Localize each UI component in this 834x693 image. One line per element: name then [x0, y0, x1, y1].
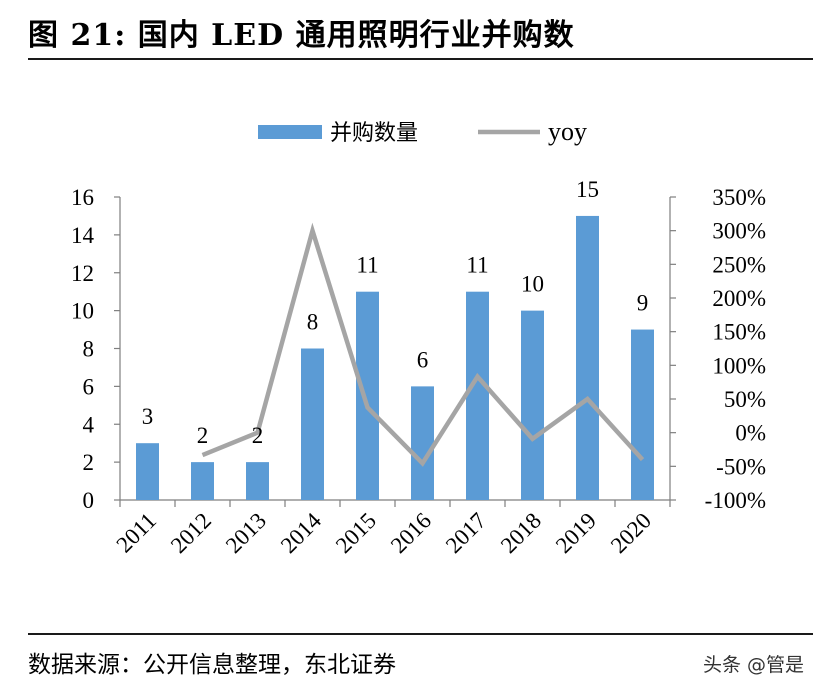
bar	[246, 462, 269, 500]
data-label: 9	[637, 291, 649, 316]
legend-label-line: yoy	[548, 117, 587, 146]
right-axis-tick-label: 50%	[724, 387, 766, 412]
data-label: 2	[252, 423, 264, 448]
source-note: 数据来源：公开信息整理，东北证券	[28, 652, 396, 678]
bar-series	[136, 215, 654, 500]
x-axis-tick-label: 2019	[551, 508, 601, 558]
legend: 并购数量 yoy	[258, 117, 587, 146]
legend-label-bar: 并购数量	[330, 121, 418, 146]
title-rule	[28, 58, 813, 60]
data-label: 11	[356, 253, 378, 278]
left-axis-tick-label: 6	[83, 374, 95, 399]
right-axis-tick-label: 350%	[712, 185, 766, 210]
right-axis-tick-label: 200%	[712, 286, 766, 311]
data-label: 15	[576, 177, 599, 202]
left-axis-tick-label: 12	[71, 261, 94, 286]
bar	[521, 310, 544, 500]
bar	[576, 215, 599, 500]
left-axis-tick-label: 10	[71, 299, 94, 324]
combo-chart: 并购数量 yoy 0 2 4 6 8 10 12 14 16 -100% -50% 0% 50% 100% 1…	[71, 117, 766, 559]
x-axis-tick-label: 2020	[606, 508, 656, 558]
x-axis-tick-label: 2017	[441, 508, 491, 558]
x-axis-tick-label: 2013	[221, 508, 271, 558]
legend-swatch-bar	[258, 125, 322, 139]
right-axis-tick-label: 250%	[712, 252, 766, 277]
bar	[356, 291, 379, 500]
right-axis-tick-label: 300%	[712, 219, 766, 244]
left-axis-tick-label: 2	[83, 450, 95, 475]
bar	[191, 462, 214, 500]
watermark: 头条 @管是	[703, 654, 805, 676]
data-label: 11	[466, 253, 488, 278]
left-axis-tick-label: 16	[71, 185, 94, 210]
data-label: 10	[521, 272, 544, 297]
bar	[466, 291, 489, 500]
x-axis-tick-label: 2012	[166, 508, 216, 558]
left-axis-tick-label: 0	[83, 488, 95, 513]
chart-title: 图 21: 国内 LED 通用照明行业并购数	[28, 18, 575, 53]
data-label: 6	[417, 347, 429, 372]
right-axis-tick-label: 150%	[712, 320, 766, 345]
x-axis-tick-label: 2014	[276, 508, 327, 559]
data-label: 2	[197, 423, 209, 448]
x-axis-tick-label: 2011	[111, 508, 161, 558]
footer-rule	[28, 633, 813, 635]
bar	[411, 386, 434, 500]
yoy-line-series	[201, 222, 645, 467]
x-axis-tick-label: 2016	[386, 508, 436, 558]
data-label: 8	[307, 310, 319, 335]
right-axis-tick-label: 0%	[735, 421, 766, 446]
left-axis-tick-label: 4	[83, 412, 95, 437]
data-label: 3	[142, 404, 154, 429]
x-axis-tick-label: 2018	[496, 508, 546, 558]
bar	[136, 443, 159, 500]
left-axis-tick-label: 8	[83, 337, 95, 362]
bar	[301, 348, 324, 500]
left-axis-tick-label: 14	[71, 223, 95, 248]
right-axis-tick-label: -100%	[705, 488, 766, 513]
x-axis-tick-label: 2015	[331, 508, 381, 558]
right-axis-tick-label: -50%	[716, 454, 766, 479]
right-axis-tick-label: 100%	[712, 353, 766, 378]
bar	[631, 329, 654, 500]
data-labels: 3 2 2 8 11 6 11 10 15 9	[142, 177, 649, 448]
